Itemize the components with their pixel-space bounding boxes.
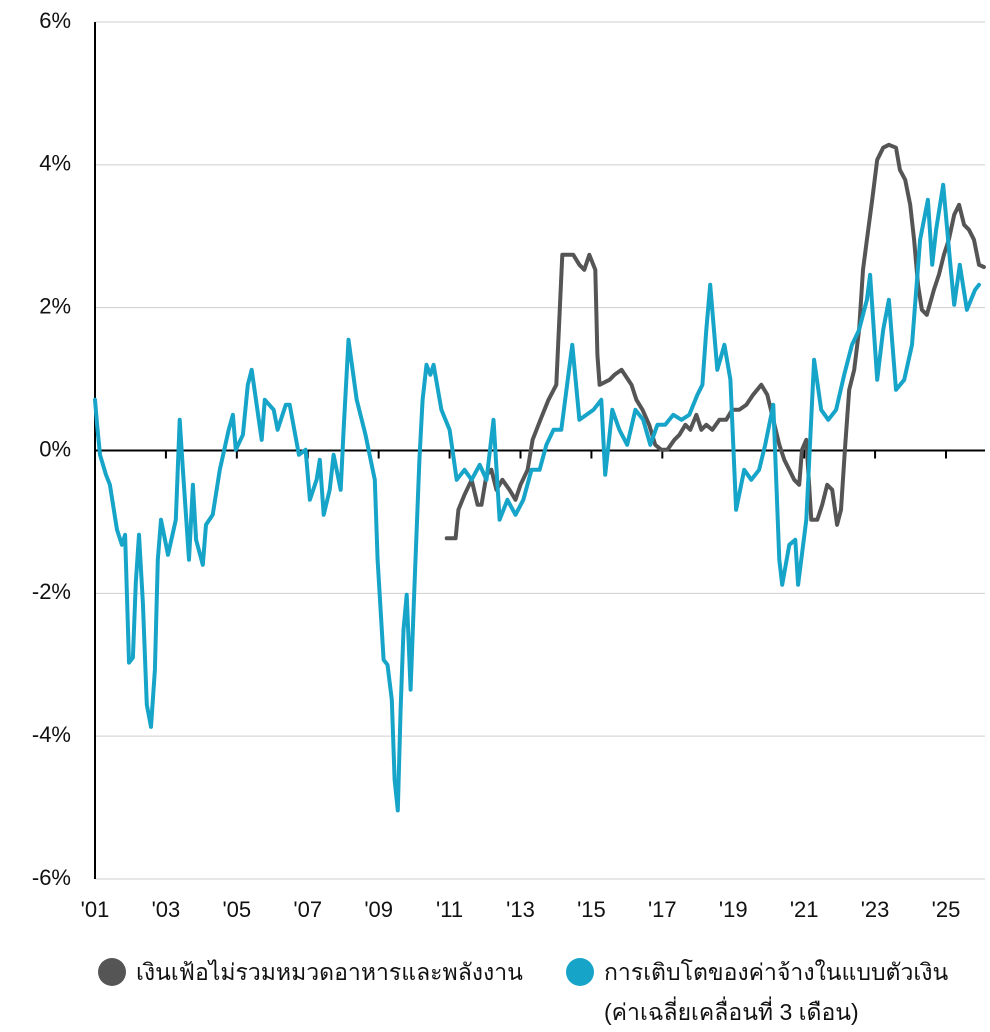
legend-swatch	[98, 958, 126, 986]
y-tick-label: -4%	[32, 722, 71, 747]
x-tick-label: '13	[506, 897, 535, 922]
y-tick-label: -2%	[32, 579, 71, 604]
legend-item: เงินเฟ้อไม่รวมหมวดอาหารและพลังงาน	[98, 952, 523, 992]
x-tick-label: '25	[932, 897, 961, 922]
y-tick-label: 0%	[39, 436, 71, 461]
x-tick-label: '23	[861, 897, 890, 922]
y-tick-label: 2%	[39, 293, 71, 318]
legend-label: การเติบโตของค่าจ้างในแบบตัวเงิน (ค่าเฉลี…	[604, 959, 949, 1025]
series-line	[444, 142, 986, 541]
x-tick-label: '15	[577, 897, 606, 922]
y-tick-label: 6%	[39, 8, 71, 33]
x-tick-label: '17	[648, 897, 677, 922]
series-line	[93, 182, 981, 813]
x-tick-label: '01	[81, 897, 110, 922]
legend-item: การเติบโตของค่าจ้างในแบบตัวเงิน (ค่าเฉลี…	[566, 952, 966, 1032]
legend-swatch	[566, 958, 594, 986]
x-tick-label: '03	[152, 897, 181, 922]
x-tick-label: '05	[222, 897, 251, 922]
y-tick-label: 4%	[39, 151, 71, 176]
x-tick-label: '11	[436, 897, 463, 922]
chart: -6% -4% -2% 0% 2% 4% 6% '01 '03 '05 '07 '09 '11 '13 '1…	[32, 8, 986, 922]
x-tick-label: '21	[790, 897, 819, 922]
x-tick-label: '19	[719, 897, 748, 922]
x-tick-label: '09	[364, 897, 393, 922]
x-tick-label: '07	[293, 897, 322, 922]
y-tick-label: -6%	[32, 865, 71, 890]
legend-label: เงินเฟ้อไม่รวมหมวดอาหารและพลังงาน	[136, 959, 523, 985]
